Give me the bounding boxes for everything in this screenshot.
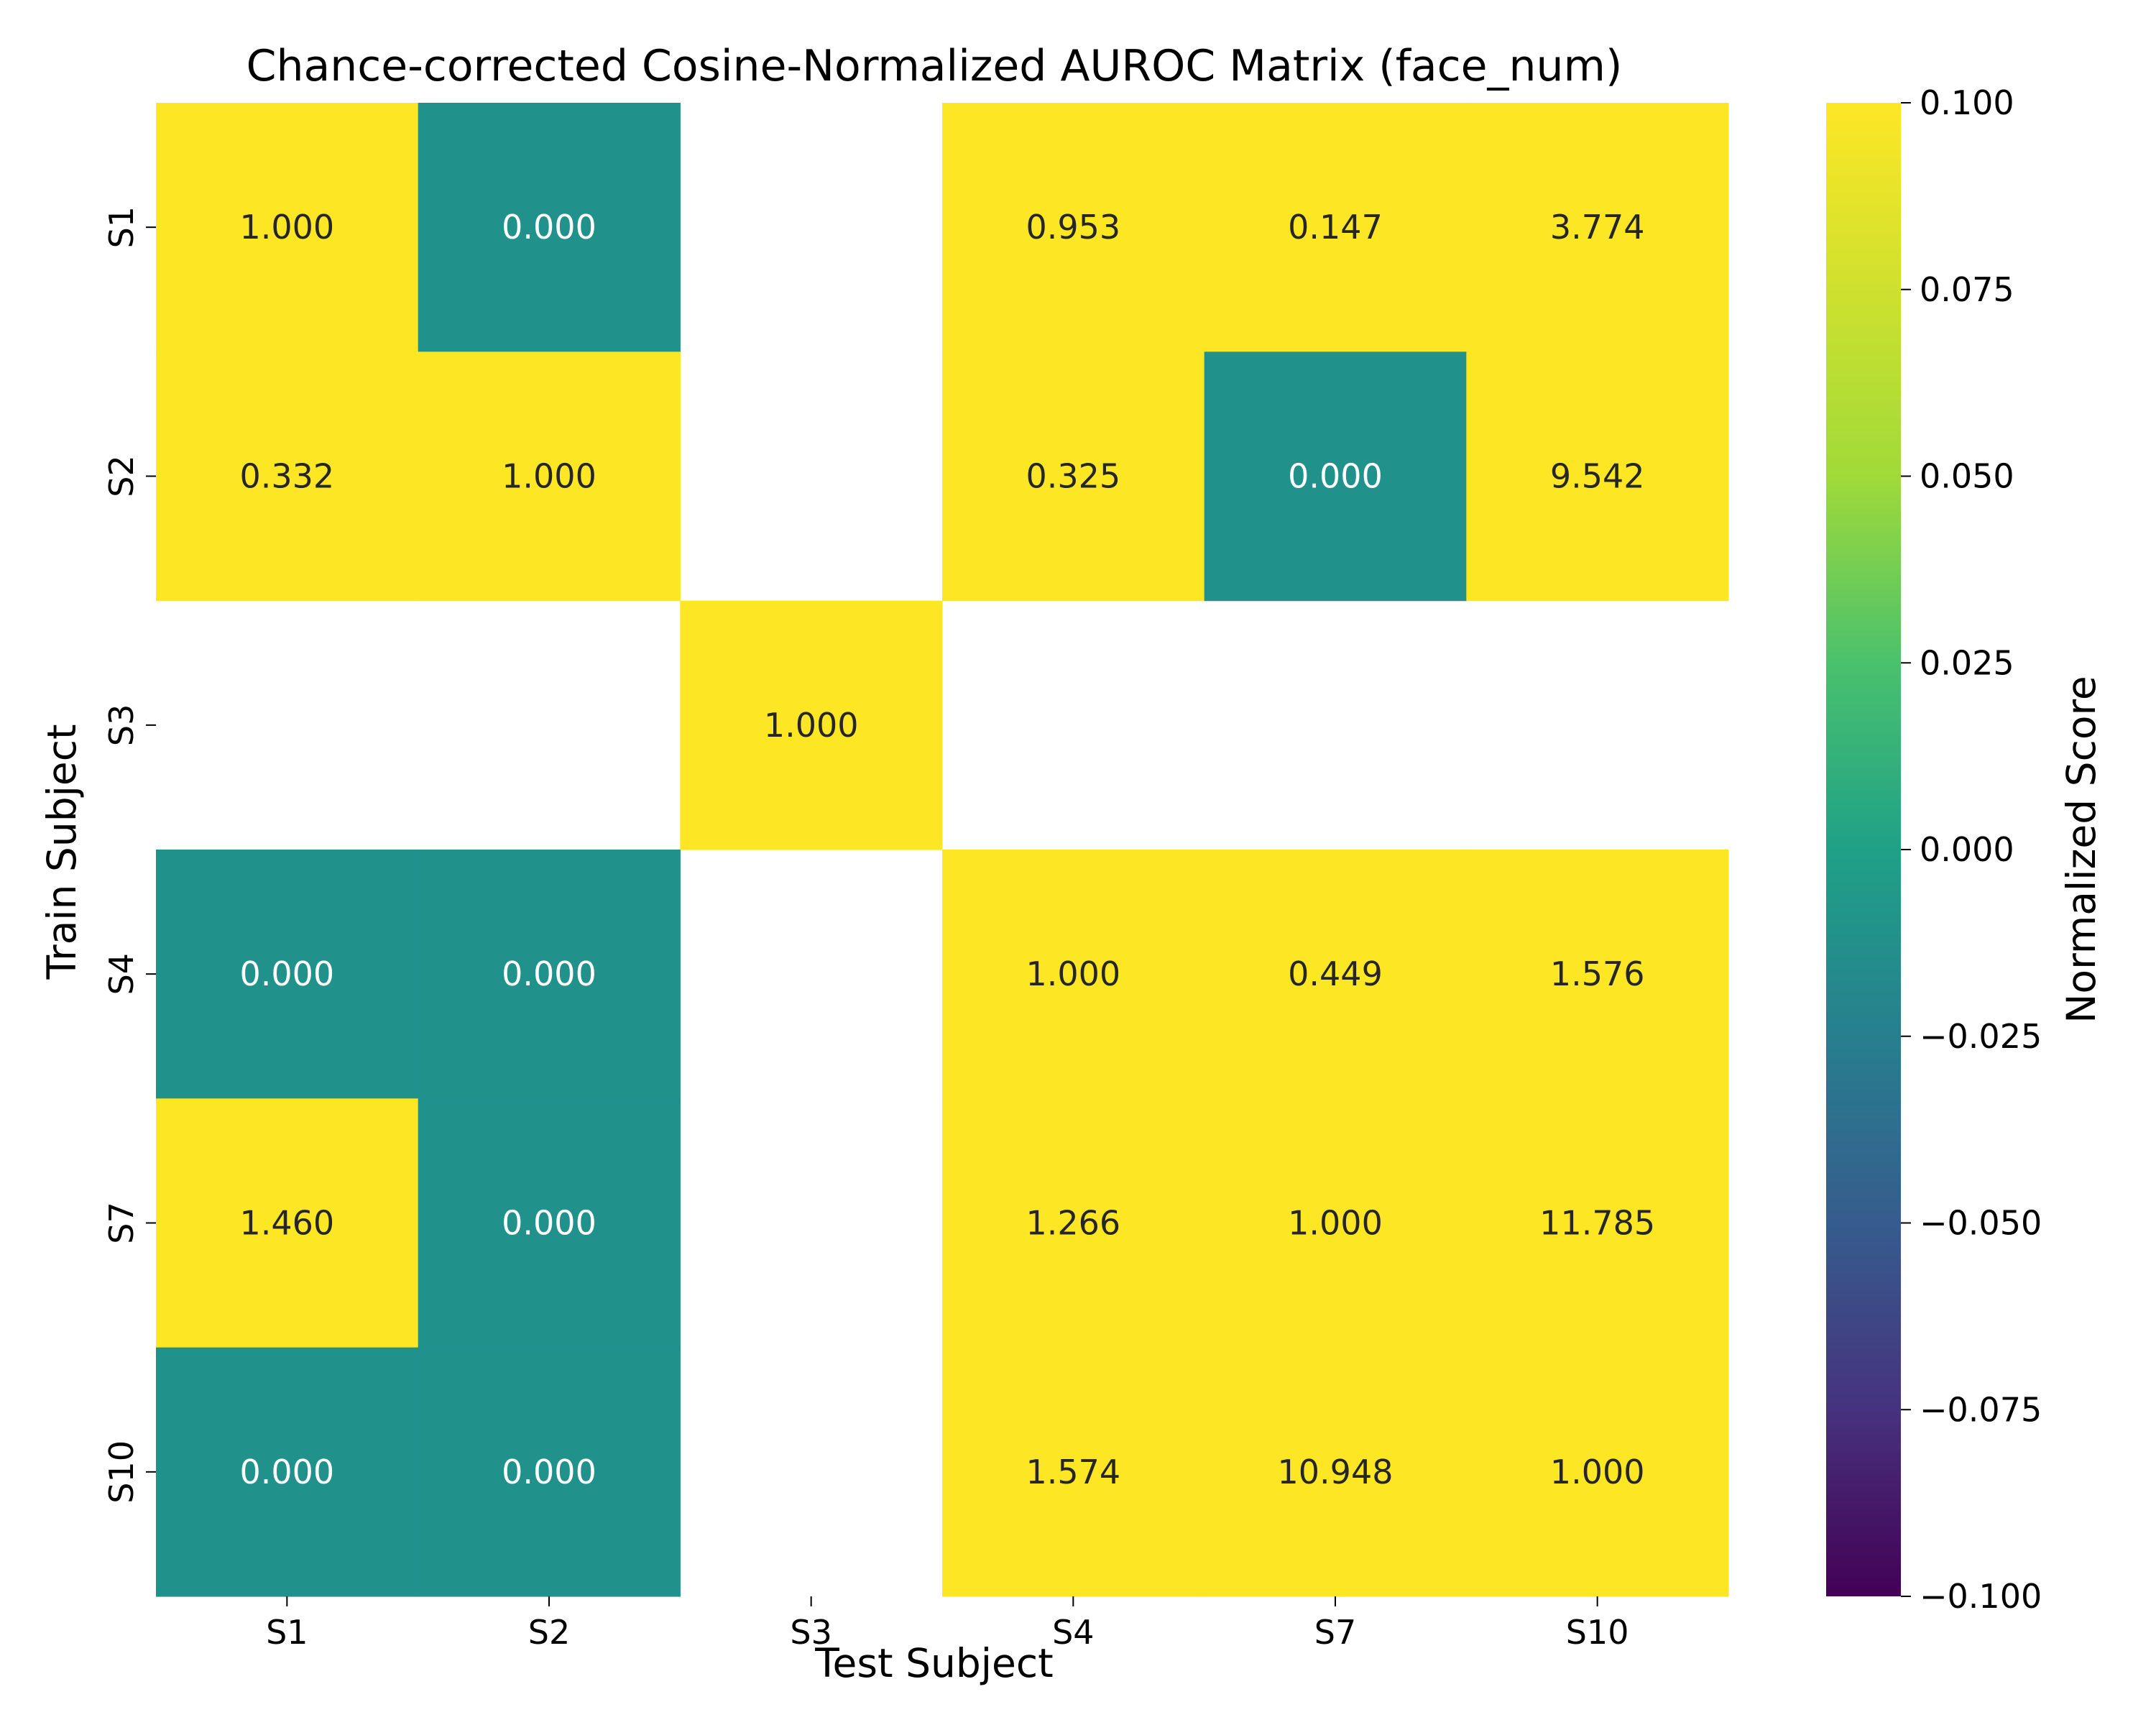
x-axis: S1 S2 S3 S4 S7 S10 xyxy=(266,1596,1629,1652)
heatmap-cell xyxy=(1466,103,1729,352)
colorbar-label: Normalized Score xyxy=(2058,676,2104,1023)
heatmap-cell xyxy=(1466,1098,1729,1348)
cell-annotation: 1.000 xyxy=(1026,954,1120,993)
cell-annotation: 0.000 xyxy=(502,208,596,247)
heatmap-cell xyxy=(680,600,943,850)
cell-annotation: 0.000 xyxy=(502,1453,596,1491)
cell-annotation: 0.325 xyxy=(1026,457,1120,496)
heatmap-cell xyxy=(1204,1347,1467,1597)
cell-annotation: 1.000 xyxy=(502,457,596,496)
heatmap-cell xyxy=(418,351,681,602)
cell-annotation: 1.000 xyxy=(239,208,334,247)
heatmap-cell xyxy=(418,850,681,1099)
x-tick-label: S1 xyxy=(266,1613,308,1652)
heatmap-cell xyxy=(942,850,1205,1099)
heatmap-cell xyxy=(1204,351,1467,602)
y-tick-label: S7 xyxy=(102,1202,141,1243)
heatmap-cell xyxy=(156,103,419,352)
cell-annotation: 10.948 xyxy=(1278,1453,1393,1491)
heatmap-cell xyxy=(1204,850,1467,1099)
x-axis-label: Test Subject xyxy=(814,1640,1053,1686)
x-tick-label: S10 xyxy=(1566,1613,1629,1652)
heatmap-cell xyxy=(942,103,1205,352)
cell-annotation: 1.266 xyxy=(1026,1204,1120,1243)
heatmap-cell xyxy=(156,850,419,1099)
heatmap-cell xyxy=(156,1347,419,1597)
y-tick-label: S4 xyxy=(102,953,141,995)
cell-annotation: 0.000 xyxy=(502,954,596,993)
heatmap-cell xyxy=(942,1347,1205,1597)
cell-annotation: 0.000 xyxy=(1288,457,1383,496)
heatmap-cell xyxy=(1466,351,1729,602)
colorbar-tick-label: 0.025 xyxy=(1920,643,2014,682)
x-tick-label: S7 xyxy=(1314,1613,1356,1652)
cell-annotation: 0.000 xyxy=(239,1453,334,1491)
colorbar-tick-label: −0.075 xyxy=(1920,1390,2042,1429)
cell-annotation: 3.774 xyxy=(1550,208,1645,247)
heatmap-cell xyxy=(1466,1347,1729,1597)
cell-annotation: 0.147 xyxy=(1288,208,1383,247)
cell-annotation: 9.542 xyxy=(1550,457,1645,496)
colorbar-tick-label: 0.050 xyxy=(1920,457,2014,496)
colorbar-tick-label: 0.075 xyxy=(1920,270,2014,309)
heatmap-cell xyxy=(418,1347,681,1597)
colorbar-tick-label: 0.000 xyxy=(1920,830,2014,869)
colorbar-tick-label: −0.025 xyxy=(1920,1017,2042,1056)
cell-annotation: 0.953 xyxy=(1026,208,1120,247)
chart-title: Chance-corrected Cosine-Normalized AUROC… xyxy=(247,41,1623,91)
heatmap-cell xyxy=(418,1098,681,1348)
y-tick-label: S2 xyxy=(102,455,141,497)
x-tick-label: S4 xyxy=(1052,1613,1094,1652)
cell-annotation: 11.785 xyxy=(1539,1204,1655,1243)
heatmap-cell xyxy=(1466,850,1729,1099)
cell-annotation: 1.000 xyxy=(764,706,859,745)
heatmap-cell xyxy=(942,1098,1205,1348)
y-axis: S1 S2 S3 S4 S7 S10 xyxy=(102,206,156,1504)
y-tick-label: S10 xyxy=(102,1440,141,1504)
cell-annotation: 0.000 xyxy=(239,954,334,993)
heatmap-cell xyxy=(418,103,681,352)
cell-annotation: 1.574 xyxy=(1026,1453,1120,1491)
cell-annotation: 1.000 xyxy=(1550,1453,1645,1491)
cell-annotations: 1.000 0.000 0.953 0.147 3.774 0.332 1.000 0.325… xyxy=(239,208,1655,1491)
heatmap-cell xyxy=(156,351,419,602)
x-tick-label: S3 xyxy=(790,1613,831,1652)
heatmap-cell xyxy=(1204,1098,1467,1348)
colorbar: 0.100 0.075 0.050 0.025 0.000 −0.025 −0.050 −0.… xyxy=(1826,83,2042,1616)
colorbar-gradient xyxy=(1826,103,1901,1596)
y-axis-label: Train Subject xyxy=(39,724,85,980)
heatmap-cells xyxy=(156,103,1729,1597)
heatmap-cell xyxy=(942,351,1205,602)
y-tick-label: S1 xyxy=(102,206,141,248)
cell-annotation: 0.332 xyxy=(239,457,334,496)
cell-annotation: 1.000 xyxy=(1288,1204,1383,1243)
cell-annotation: 0.000 xyxy=(502,1204,596,1243)
cell-annotation: 1.576 xyxy=(1550,954,1645,993)
y-tick-label: S3 xyxy=(102,704,141,746)
heatmap-cell xyxy=(156,1098,419,1348)
colorbar-tick-label: −0.100 xyxy=(1920,1577,2042,1616)
cell-annotation: 1.460 xyxy=(239,1204,334,1243)
colorbar-tick-label: −0.050 xyxy=(1920,1204,2042,1243)
cell-annotation: 0.449 xyxy=(1288,954,1383,993)
colorbar-tick-label: 0.100 xyxy=(1920,83,2014,122)
x-tick-label: S2 xyxy=(528,1613,570,1652)
heatmap-cell xyxy=(1204,103,1467,352)
